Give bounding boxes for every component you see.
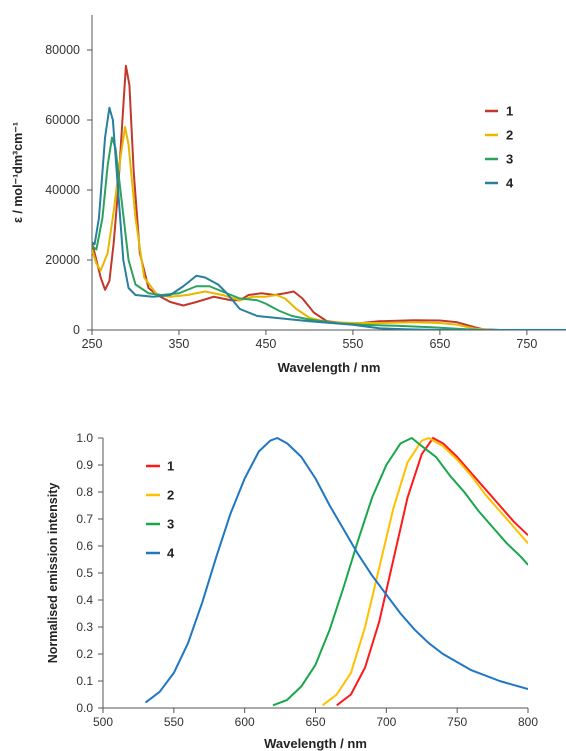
y-tick-label: 60000: [45, 113, 80, 127]
y-tick-label: 0.5: [76, 566, 93, 580]
x-tick-label: 650: [305, 715, 325, 729]
y-tick-label: 0.4: [76, 593, 93, 607]
y-tick-label: 40000: [45, 183, 80, 197]
x-tick-label: 700: [376, 715, 396, 729]
series-line-1: [336, 437, 528, 707]
x-tick-label: 800: [518, 715, 538, 729]
series-line-4: [144, 437, 528, 704]
series-line-2: [321, 437, 528, 707]
legend-label-4: 4: [506, 176, 514, 191]
y-tick-label: 0.2: [76, 647, 93, 661]
x-tick-label: 550: [164, 715, 184, 729]
x-tick-label: 350: [169, 337, 190, 351]
x-tick-label: 650: [429, 337, 450, 351]
legend-label-3: 3: [167, 517, 174, 532]
y-tick-label: 0.6: [76, 539, 93, 553]
x-tick-label: 250: [82, 337, 103, 351]
series-line-1: [92, 64, 566, 330]
series-line-3: [92, 136, 566, 330]
series-line-3: [272, 437, 528, 707]
x-axis-title: Wavelength / nm: [264, 736, 367, 751]
legend-label-1: 1: [167, 459, 174, 474]
legend-label-2: 2: [506, 128, 513, 143]
x-axis-title: Wavelength / nm: [278, 360, 381, 375]
y-tick-label: 80000: [45, 43, 80, 57]
y-tick-label: 0.8: [76, 485, 93, 499]
chart-1: 0 20000 40000 60000 80000 250 350 450 550 650 750 W…: [11, 15, 566, 375]
y-tick-label: 0.0: [76, 701, 93, 715]
y-axis-title: Normalised emission intensity: [46, 483, 60, 664]
x-tick-label: 750: [447, 715, 467, 729]
x-tick-label: 750: [516, 337, 537, 351]
x-tick-label: 550: [342, 337, 363, 351]
x-tick-label: 500: [93, 715, 113, 729]
chart-2: 0.0 0.1 0.2 0.3 0.4 0.5 0.6 0.7 0.8 0.9 1.0 500 550 6…: [46, 431, 538, 751]
y-tick-label: 0.9: [76, 458, 93, 472]
y-tick-label: 20000: [45, 253, 80, 267]
y-tick-label: 0: [73, 323, 80, 337]
y-axis-title: ε / mol⁻¹dm³cm⁻¹: [11, 122, 25, 223]
legend-label-2: 2: [167, 488, 174, 503]
x-tick-label: 450: [256, 337, 277, 351]
x-tick-label: 600: [235, 715, 255, 729]
y-tick-label: 0.7: [76, 512, 93, 526]
legend-label-3: 3: [506, 152, 513, 167]
legend-label-1: 1: [506, 104, 513, 119]
y-tick-label: 0.1: [76, 674, 93, 688]
series-line-2: [92, 126, 566, 330]
series-line-4: [92, 106, 566, 330]
legend-label-4: 4: [167, 546, 175, 561]
y-tick-label: 1.0: [76, 431, 93, 445]
y-tick-label: 0.3: [76, 620, 93, 634]
